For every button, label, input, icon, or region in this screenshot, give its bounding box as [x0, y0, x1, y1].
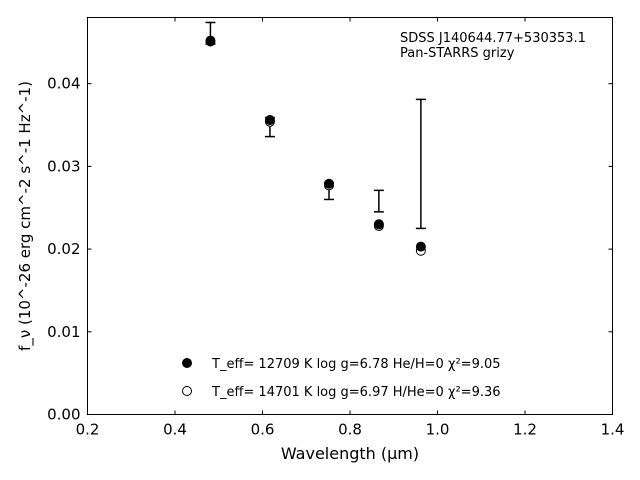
annotation-line2: Pan-STARRS grizy: [400, 46, 515, 61]
y-tick-label: 0.00: [47, 406, 80, 424]
x-tick-label: 0.4: [163, 421, 187, 439]
plot-frame: [87, 17, 613, 415]
point-filled-circle: [205, 35, 216, 46]
point-filled-circle: [264, 115, 275, 126]
y-tick-label: 0.01: [47, 323, 80, 341]
y-tick-label: 0.04: [47, 75, 80, 93]
legend-marker-open: [182, 386, 192, 396]
annotation-line1: SDSS J140644.77+530353.1: [400, 31, 586, 46]
x-tick-label: 1.4: [601, 421, 625, 439]
y-tick-label: 0.03: [47, 157, 80, 175]
point-filled-circle: [373, 219, 384, 230]
legend: T_eff= 12709 K log g=6.78 He/H=0 χ²=9.05…: [182, 357, 501, 400]
legend-marker-filled: [182, 358, 192, 368]
x-tick-label: 1.2: [513, 421, 537, 439]
x-tick-label: 0.2: [76, 421, 100, 439]
axis-ticks: [87, 17, 613, 415]
x-tick-label: 0.6: [251, 421, 275, 439]
x-axis-label: Wavelength (μm): [281, 444, 419, 463]
x-tick-label: 1.0: [426, 421, 450, 439]
y-axis-label: f_ν (10^-26 erg cm^-2 s^-1 Hz^-1): [16, 81, 35, 351]
model-points: [205, 35, 426, 256]
observed-error-bars: [205, 21, 426, 230]
x-tick-labels: 0.2 0.4 0.6 0.8 1.0 1.2 1.4: [76, 421, 625, 439]
legend-label-2: T_eff= 14701 K log g=6.97 H/He=0 χ²=9.36: [211, 385, 501, 400]
x-tick-label: 0.8: [338, 421, 362, 439]
y-tick-labels: 0.00 0.01 0.02 0.03 0.04: [47, 75, 80, 424]
legend-label-1: T_eff= 12709 K log g=6.78 He/H=0 χ²=9.05: [211, 357, 501, 372]
point-filled-circle: [324, 178, 334, 189]
point-filled-circle: [415, 241, 426, 252]
y-tick-label: 0.02: [47, 240, 80, 258]
